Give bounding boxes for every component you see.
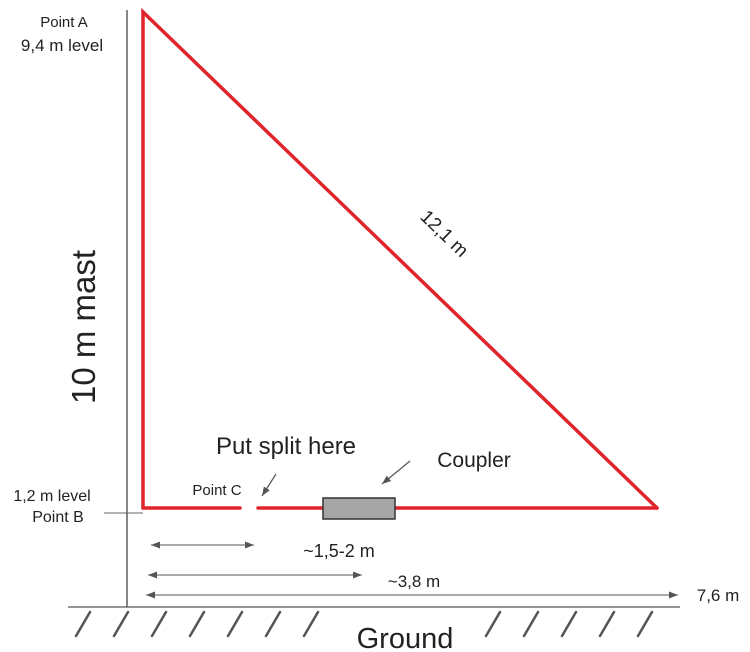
coupler-box [322, 497, 396, 520]
dim-coupler-label: ~3,8 m [388, 572, 440, 591]
point-c-label: Point C [192, 482, 241, 499]
mast-label: 10 m mast [65, 250, 102, 404]
point-a-label: Point A [40, 14, 88, 31]
coupler-pointer-arrow [381, 460, 411, 485]
point-b-label: Point B [32, 509, 84, 526]
ground-label: Ground [357, 623, 454, 652]
dim-split-label: ~1,5-2 m [303, 541, 375, 561]
ground-hatching [74, 610, 654, 638]
hypotenuse-label: 12,1 m [416, 206, 472, 261]
level-a-label: 9,4 m level [21, 36, 103, 55]
coupler-label: Coupler [437, 449, 511, 472]
split-pointer-arrow [261, 473, 277, 497]
split-note-label: Put split here [216, 433, 356, 460]
wire-vertical-and-hypotenuse [141, 7, 659, 510]
dim-total-label: 7,6 m [697, 586, 740, 605]
level-b-label: 1,2 m level [13, 488, 90, 505]
